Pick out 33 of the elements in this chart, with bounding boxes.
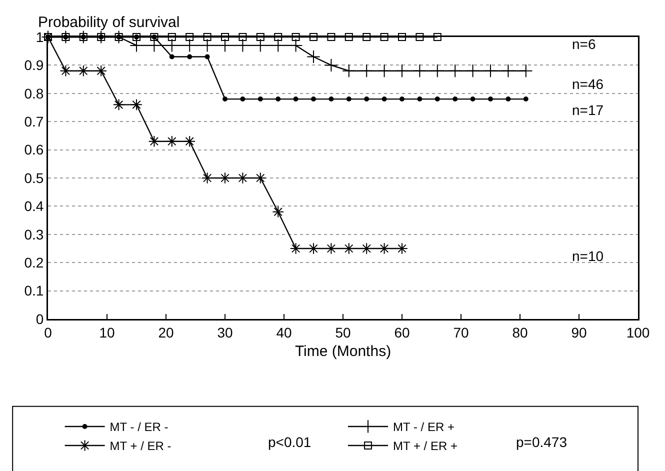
y-axis-title: Probability of survival <box>38 14 180 31</box>
x-tick-label: 70 <box>453 324 469 340</box>
y-tick-label: 1 <box>36 28 44 45</box>
x-tick-label: 10 <box>99 324 115 340</box>
x-axis-title: Time (Months) <box>294 343 392 360</box>
y-tick-label: 0.5 <box>24 170 44 186</box>
x-tick-label: 40 <box>276 324 292 340</box>
annotation: n=6 <box>572 36 596 52</box>
y-tick-label: 0.8 <box>24 85 44 102</box>
y-tick-label: 0.3 <box>24 226 44 242</box>
text: p<0.01 <box>268 434 312 450</box>
x-tick-label: 90 <box>571 324 587 340</box>
x-tick-label: 80 <box>512 324 528 340</box>
x-tick-label: 30 <box>217 324 233 340</box>
legend-label: MT + / ER - <box>110 439 172 454</box>
y-tick-label: 0.9 <box>24 57 44 74</box>
y-tick-label: 0.7 <box>24 114 44 130</box>
annotation: n=17 <box>572 102 604 118</box>
legend-label: MT - / ER - <box>110 420 168 434</box>
legend-label: MT - / ER + <box>393 420 454 434</box>
y-tick-label: 0 <box>36 310 44 327</box>
x-tick-label: 20 <box>158 324 174 340</box>
x-tick-label: 60 <box>394 324 410 340</box>
x-tick-label: 100 <box>626 324 650 340</box>
y-tick-label: 0.6 <box>24 142 44 158</box>
y-tick-label: 0.1 <box>24 282 44 299</box>
x-tick-label: 50 <box>335 324 351 340</box>
y-tick-label: 0.2 <box>24 254 44 270</box>
legend-label: MT + / ER + <box>393 439 458 454</box>
text: p=0.473 <box>516 434 568 450</box>
annotation: n=46 <box>572 76 604 92</box>
y-tick-label: 0.4 <box>24 198 44 214</box>
annotation: n=10 <box>572 248 604 264</box>
